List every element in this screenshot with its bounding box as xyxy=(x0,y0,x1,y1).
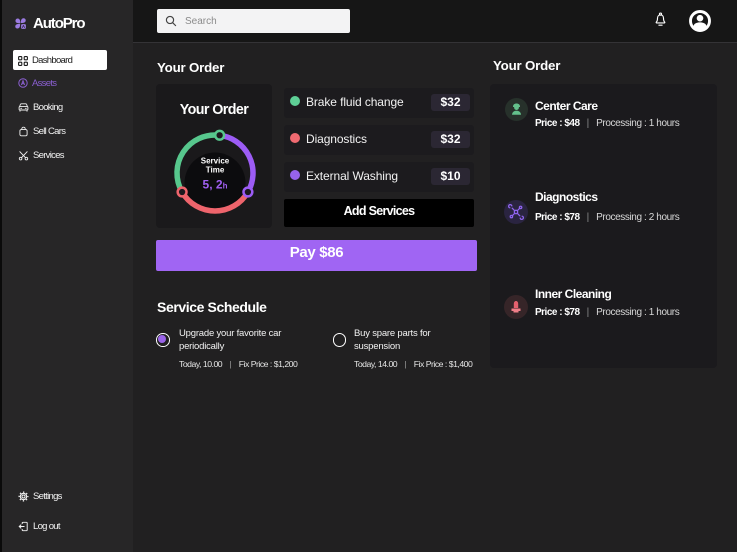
svg-text:Service: Service xyxy=(201,156,230,165)
svg-text:Time: Time xyxy=(206,166,225,175)
svg-text:5, 2h: 5, 2h xyxy=(203,178,228,192)
svg-text:A: A xyxy=(22,24,26,29)
